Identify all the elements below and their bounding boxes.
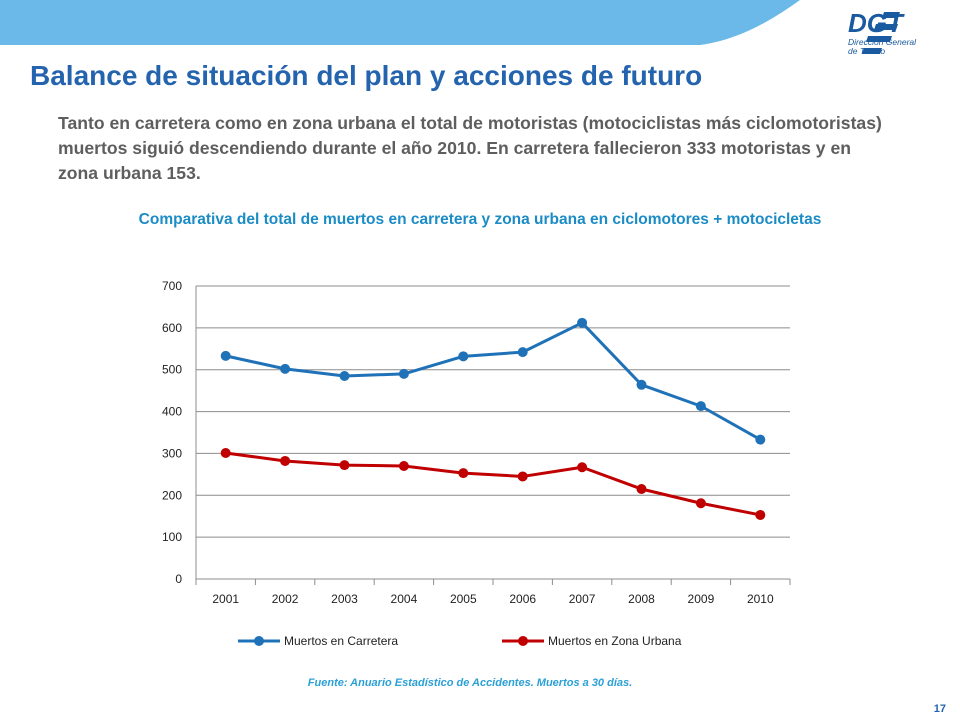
data-point (458, 468, 469, 479)
data-point (577, 317, 588, 328)
data-point (636, 379, 647, 390)
y-tick-label: 0 (175, 572, 182, 586)
data-point (636, 484, 647, 495)
data-point (755, 509, 766, 520)
series-line-zona-urbana (225, 451, 761, 517)
y-tick-label: 200 (162, 488, 182, 502)
series-line-carretera (225, 321, 762, 441)
data-point (517, 471, 528, 482)
page-title: Balance de situación del plan y acciones… (30, 60, 703, 91)
x-tick-label: 2005 (450, 592, 477, 606)
legend-label: Muertos en Carretera (284, 634, 398, 648)
chart-title: Comparativa del total de muertos en carr… (138, 211, 822, 228)
data-point (577, 462, 588, 473)
data-point (280, 455, 291, 466)
data-point (339, 370, 350, 381)
y-tick-label: 400 (162, 405, 182, 419)
x-tick-label: 2003 (331, 592, 358, 606)
source-note: Fuente: Anuario Estadístico de Accidente… (307, 677, 633, 689)
data-point (398, 460, 409, 471)
data-point (280, 363, 291, 374)
x-tick-label: 2001 (212, 592, 239, 606)
data-point (458, 351, 469, 362)
y-tick-label: 500 (162, 363, 182, 377)
x-tick-label: 2007 (569, 592, 596, 606)
y-tick-label: 100 (162, 530, 182, 544)
data-point (220, 350, 231, 361)
data-point (695, 401, 706, 412)
page-number: 17 (933, 703, 946, 715)
line-chart: 0 100 200 300 400 500 600 700 2001 2002 2003 2004 20… (162, 279, 791, 648)
x-tick-label: 2009 (688, 592, 715, 606)
x-tick-label: 2010 (747, 592, 774, 606)
y-tick-label: 300 (162, 446, 182, 460)
legend-label: Muertos en Zona Urbana (548, 634, 682, 648)
logo-subtitle-line-2: de Tráfico (848, 46, 886, 56)
logo-subtitle: Dirección General de Tráfico (848, 38, 948, 56)
x-tick-label: 2004 (391, 592, 418, 606)
intro-text: Tanto en carretera como en zona urbana e… (58, 113, 882, 183)
dgt-logo-icon (862, 12, 900, 54)
x-tick-label: 2006 (509, 592, 536, 606)
x-tick-label: 2008 (628, 592, 655, 606)
data-point (398, 368, 409, 379)
legend-marker (254, 636, 264, 646)
logo-subtitle-line-1: Dirección General (848, 37, 917, 47)
data-point (220, 448, 231, 459)
data-point (695, 498, 706, 509)
data-point (339, 460, 350, 471)
logo-text: DGT (848, 8, 903, 38)
y-tick-label: 700 (162, 279, 182, 293)
legend-marker (518, 636, 528, 646)
data-point (517, 347, 528, 358)
header-banner (0, 0, 800, 45)
y-tick-label: 600 (162, 321, 182, 335)
data-point (755, 434, 766, 445)
x-tick-label: 2002 (272, 592, 299, 606)
